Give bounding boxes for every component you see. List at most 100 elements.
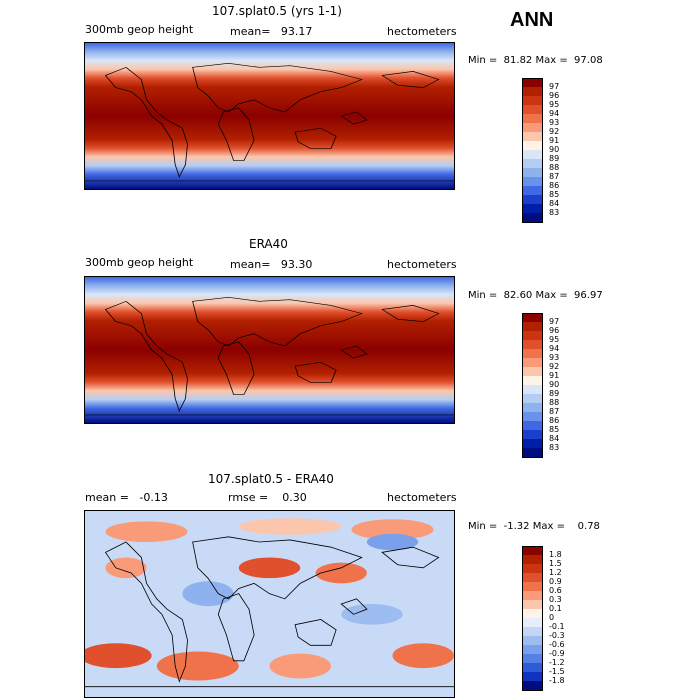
colorbar-label: 92: [549, 127, 560, 136]
season-label: ANN: [510, 9, 554, 31]
colorbar-label: 0.3: [549, 595, 562, 604]
panel-3-minmax: Min = -1.32 Max = 0.78: [468, 521, 600, 532]
colorbar-swatch: [522, 331, 543, 340]
colorbar-label: 93: [549, 353, 560, 362]
colorbar-label: 94: [549, 109, 560, 118]
colorbar-label: 85: [549, 425, 560, 434]
colorbar-swatch: [522, 430, 543, 439]
colorbar-label: -1.8: [549, 676, 565, 685]
panel-2-minmax: Min = 82.60 Max = 96.97: [468, 290, 603, 301]
colorbar-label: 1.2: [549, 568, 562, 577]
colorbar-swatch: [522, 159, 543, 168]
colorbar-label: 96: [549, 91, 560, 100]
colorbar-label: 95: [549, 335, 560, 344]
colorbar-swatch: [522, 358, 543, 367]
colorbar-label: 90: [549, 380, 560, 389]
colorbar-swatch: [522, 582, 543, 591]
map-field: [85, 43, 454, 189]
colorbar-swatch: [522, 367, 543, 376]
colorbar-label: 94: [549, 344, 560, 353]
panel-1-units-label: hectometers: [387, 25, 457, 38]
colorbar-swatch: [522, 177, 543, 186]
panel-2-variable-label: 300mb geop height: [85, 256, 194, 269]
colorbar-swatch: [522, 681, 543, 691]
colorbar-swatch: [522, 322, 543, 331]
colorbar-swatch: [522, 204, 543, 213]
panel-2-map: [84, 276, 455, 424]
panel-3-units-label: hectometers: [387, 491, 457, 504]
colorbar-swatch: [522, 340, 543, 349]
panel-2-units-label: hectometers: [387, 258, 457, 271]
colorbar-label: 87: [549, 172, 560, 181]
colorbar-swatch: [522, 645, 543, 654]
colorbar-label: 95: [549, 100, 560, 109]
colorbar-label: 92: [549, 362, 560, 371]
colorbar-label: -1.5: [549, 667, 565, 676]
colorbar-label: 83: [549, 208, 560, 217]
colorbar-swatch: [522, 654, 543, 663]
panel-3-mean-label: mean = -0.13: [85, 491, 168, 504]
colorbar-label: 85: [549, 190, 560, 199]
colorbar-label: -0.1: [549, 622, 565, 631]
colorbar-swatch: [522, 627, 543, 636]
panel-2-mean-label: mean= 93.30: [230, 258, 313, 271]
colorbar-label: 0: [549, 613, 555, 622]
colorbar-swatch: [522, 78, 543, 87]
colorbar-label: 88: [549, 163, 560, 172]
panel-1-minmax: Min = 81.82 Max = 97.08: [468, 55, 603, 66]
colorbar-swatch: [522, 123, 543, 132]
panel-1-mean-label: mean= 93.17: [230, 25, 313, 38]
colorbar-label: -1.2: [549, 658, 565, 667]
colorbar-label: 91: [549, 136, 560, 145]
colorbar-label: 83: [549, 443, 560, 452]
colorbar-label: 89: [549, 154, 560, 163]
colorbar-label: 84: [549, 434, 560, 443]
colorbar-swatch: [522, 591, 543, 600]
map-field: [85, 277, 454, 423]
colorbar-swatch: [522, 132, 543, 141]
colorbar-swatch: [522, 114, 543, 123]
colorbar-swatch: [522, 105, 543, 114]
colorbar-swatch: [522, 376, 543, 385]
colorbar-label: -0.3: [549, 631, 565, 640]
colorbar-label: 0.6: [549, 586, 562, 595]
colorbar-swatch: [522, 349, 543, 358]
colorbar-swatch: [522, 213, 543, 223]
colorbar-swatch: [522, 609, 543, 618]
colorbar-label: 88: [549, 398, 560, 407]
colorbar-swatch: [522, 403, 543, 412]
colorbar-label: 84: [549, 199, 560, 208]
colorbar-swatch: [522, 636, 543, 645]
panel-1-map: [84, 42, 455, 190]
colorbar-label: 1.8: [549, 550, 562, 559]
colorbar-swatch: [522, 150, 543, 159]
colorbar-swatch: [522, 412, 543, 421]
map-field: [85, 511, 454, 697]
colorbar-swatch: [522, 87, 543, 96]
colorbar-swatch: [522, 168, 543, 177]
colorbar-label: 96: [549, 326, 560, 335]
colorbar-swatch: [522, 618, 543, 627]
colorbar-swatch: [522, 439, 543, 448]
colorbar-swatch: [522, 96, 543, 105]
colorbar-label: -0.9: [549, 649, 565, 658]
colorbar-swatch: [522, 186, 543, 195]
colorbar-label: 97: [549, 317, 560, 326]
colorbar-label: 90: [549, 145, 560, 154]
colorbar-swatch: [522, 573, 543, 582]
colorbar-label: 1.5: [549, 559, 562, 568]
colorbar-label: 0.9: [549, 577, 562, 586]
colorbar-swatch: [522, 564, 543, 573]
colorbar-label: 97: [549, 82, 560, 91]
colorbar-label: 86: [549, 416, 560, 425]
colorbar-label: -0.6: [549, 640, 565, 649]
colorbar-swatch: [522, 448, 543, 458]
colorbar-label: 0.1: [549, 604, 562, 613]
colorbar-swatch: [522, 195, 543, 204]
colorbar-label: 87: [549, 407, 560, 416]
colorbar-swatch: [522, 663, 543, 672]
colorbar-label: 91: [549, 371, 560, 380]
colorbar-label: 89: [549, 389, 560, 398]
colorbar-swatch: [522, 672, 543, 681]
colorbar-swatch: [522, 385, 543, 394]
